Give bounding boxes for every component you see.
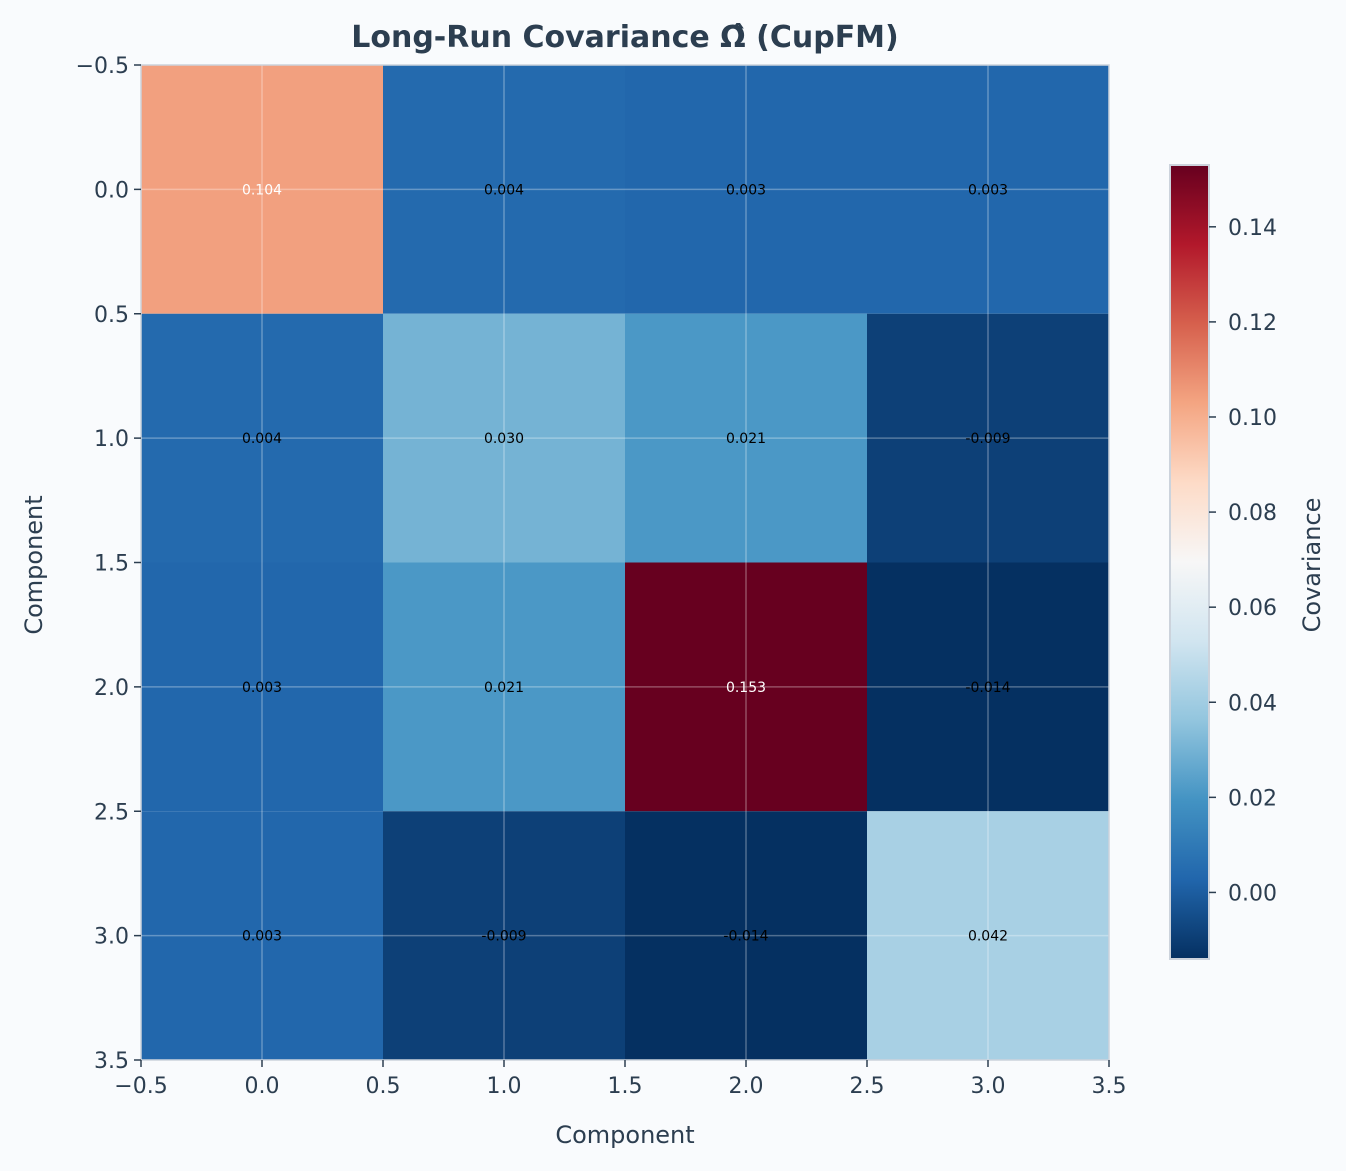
heatmap-cell [141, 811, 383, 1060]
heatmap-cell [625, 313, 867, 563]
y-tick-label: 0.5 [94, 303, 129, 328]
cell-annotation: 0.030 [484, 431, 524, 447]
colorbar-label: Covariance [1298, 498, 1326, 633]
colorbar-tick-label: 0.02 [1228, 786, 1277, 811]
colorbar-tick-label: 0.06 [1228, 596, 1277, 621]
colorbar-tick-label: 0.10 [1228, 406, 1277, 431]
heatmap-cell [383, 65, 625, 314]
cell-annotation: -0.009 [481, 929, 526, 945]
y-tick-label: 2.0 [94, 676, 129, 701]
y-tick-label: 3.5 [94, 1049, 129, 1074]
colorbar-tick-label: 0.00 [1228, 881, 1277, 906]
cell-annotation: 0.021 [726, 431, 766, 447]
heatmap-cell [867, 811, 1109, 1060]
x-tick-label: 2.5 [850, 1074, 885, 1099]
y-tick-label: 2.5 [94, 800, 129, 825]
cell-annotation: 0.104 [242, 182, 282, 198]
cell-annotation: 0.003 [726, 182, 766, 198]
y-axis-label: Component [20, 495, 48, 634]
heatmap-cell [141, 562, 383, 812]
colorbar-tick-label: 0.12 [1228, 311, 1277, 336]
cell-annotation: 0.042 [968, 929, 1008, 945]
y-tick-label: 1.0 [94, 427, 129, 452]
heatmap-cell [867, 313, 1109, 563]
y-tick-label: −0.5 [76, 54, 129, 79]
colorbar-tick-label: 0.14 [1228, 216, 1277, 241]
colorbar [1169, 164, 1210, 960]
x-tick-label: 1.0 [487, 1074, 522, 1099]
x-tick-label: −0.5 [114, 1074, 167, 1099]
cell-annotation: 0.003 [968, 182, 1008, 198]
heatmap-cell [141, 313, 383, 563]
cell-annotation: 0.003 [242, 929, 282, 945]
cell-annotation: 0.021 [484, 680, 524, 696]
x-tick-label: 2.0 [729, 1074, 764, 1099]
y-tick-label: 3.0 [94, 925, 129, 950]
x-tick-label: 3.0 [971, 1074, 1006, 1099]
x-tick-label: 1.5 [608, 1074, 643, 1099]
heatmap-cell [383, 811, 625, 1060]
heatmap-cell [625, 65, 867, 314]
cell-annotation: -0.014 [723, 929, 768, 945]
colorbar-tick-label: 0.08 [1228, 501, 1277, 526]
cell-annotation: 0.004 [242, 431, 282, 447]
heatmap-cell [625, 811, 867, 1060]
heatmap-cell [383, 313, 625, 563]
y-tick-label: 0.0 [94, 178, 129, 203]
cell-annotation: 0.004 [484, 182, 524, 198]
cell-annotation: 0.003 [242, 680, 282, 696]
colorbar-tick-label: 0.04 [1228, 691, 1277, 716]
heatmap-cell [141, 65, 383, 314]
cell-annotation: -0.014 [965, 680, 1010, 696]
x-axis-label: Component [555, 1121, 694, 1149]
y-tick-label: 1.5 [94, 552, 129, 577]
heatmap-cell [867, 562, 1109, 812]
cell-annotation: -0.009 [965, 431, 1010, 447]
heatmap-cell [625, 562, 867, 812]
chart-title: Long-Run Covariance Ω̂ (CupFM) [351, 20, 899, 55]
x-tick-label: 0.5 [366, 1074, 401, 1099]
x-tick-label: 3.5 [1092, 1074, 1127, 1099]
heatmap-cell [383, 562, 625, 812]
cell-annotation: 0.153 [726, 680, 766, 696]
heatmap-cell [867, 65, 1109, 314]
x-tick-label: 0.0 [245, 1074, 280, 1099]
